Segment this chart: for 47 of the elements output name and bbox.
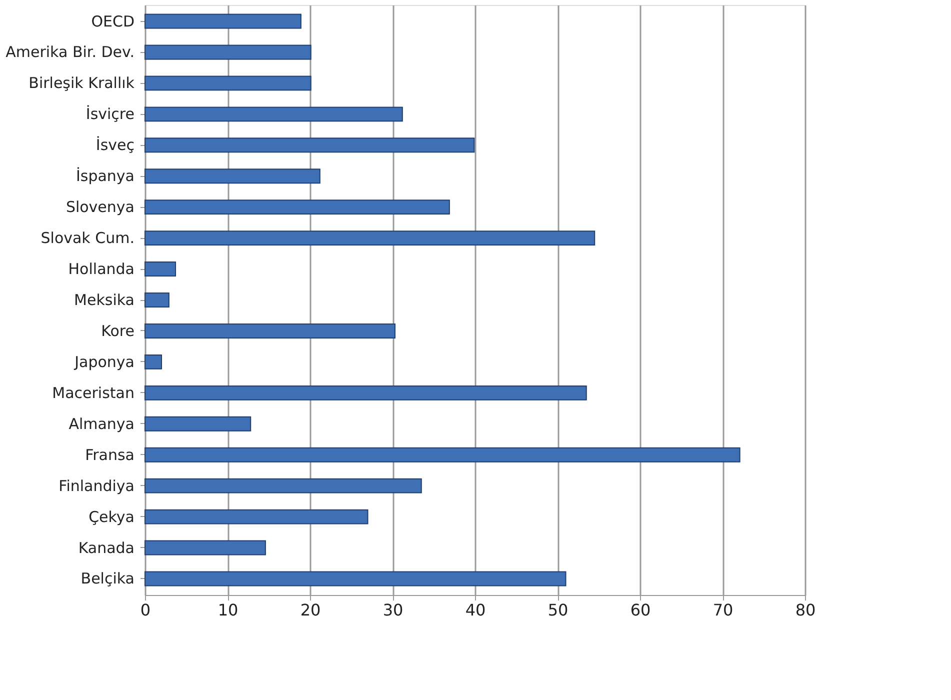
y-tick-label: Birleşik Krallık xyxy=(28,74,135,92)
bar xyxy=(144,385,587,400)
y-tick-label: Slovenya xyxy=(66,198,134,216)
y-tick-label: Kanada xyxy=(78,538,134,557)
y-tick-label: Maceristan xyxy=(52,384,134,402)
x-tick-label: 70 xyxy=(712,600,734,620)
bar xyxy=(144,200,450,215)
bar xyxy=(144,76,312,91)
x-tick-label: 50 xyxy=(548,600,568,620)
bar xyxy=(144,106,403,122)
y-tick-label: İspanya xyxy=(76,167,134,186)
bar xyxy=(144,571,566,586)
x-tick-label: 10 xyxy=(218,600,238,620)
y-tick-label: Japonya xyxy=(74,352,134,371)
bar xyxy=(144,262,176,276)
y-tick-label: Meksika xyxy=(74,291,134,309)
bar xyxy=(144,138,475,153)
bar xyxy=(144,230,596,246)
bar xyxy=(144,168,320,184)
x-tick-label: 20 xyxy=(300,600,321,620)
bar xyxy=(144,478,422,494)
bar xyxy=(144,354,162,370)
bar xyxy=(144,14,302,29)
y-tick-label: Hollanda xyxy=(68,260,134,278)
y-tick-label: Slovak Cum. xyxy=(40,229,134,248)
bar xyxy=(144,292,170,308)
y-tick-label: Finlandiya xyxy=(58,476,134,495)
x-tick-label: 30 xyxy=(382,600,404,620)
bar xyxy=(144,509,368,524)
y-tick-label: İsviçre xyxy=(86,105,134,124)
y-tick-label: Belçika xyxy=(80,570,134,588)
y-tick-label: Amerika Bir. Dev. xyxy=(6,43,134,62)
x-tick-label: 0 xyxy=(140,600,151,620)
y-tick-label: OECD xyxy=(91,12,134,30)
y-tick-label: Kore xyxy=(101,322,134,340)
bar xyxy=(144,447,740,462)
y-tick-label: İsveç xyxy=(96,136,134,154)
y-tick-label: Çekya xyxy=(88,508,134,526)
y-tick-label: Almanya xyxy=(68,414,134,433)
bar xyxy=(144,324,396,338)
bar xyxy=(144,44,312,60)
x-tick-label: 60 xyxy=(630,600,651,620)
x-tick-label: 80 xyxy=(795,600,816,620)
bar xyxy=(144,416,252,432)
x-tick-label: 40 xyxy=(465,600,486,620)
bar xyxy=(144,540,266,556)
y-tick-label: Fransa xyxy=(85,446,134,464)
